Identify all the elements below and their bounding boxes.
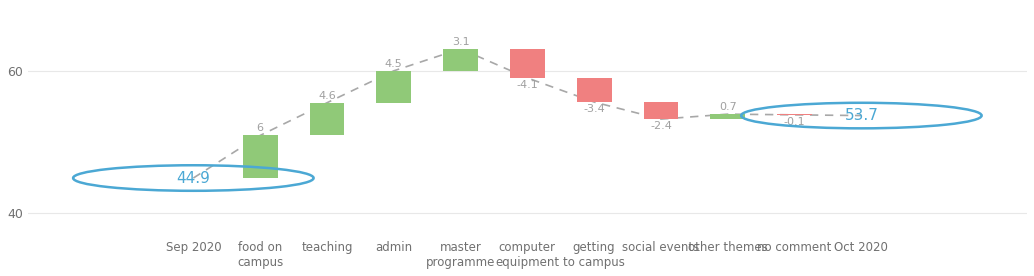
Text: 4.5: 4.5 [385,59,402,69]
Bar [510,49,545,78]
Text: 3.1: 3.1 [452,37,469,47]
Text: 53.7: 53.7 [845,108,878,123]
Bar [444,49,478,71]
Text: 44.9: 44.9 [177,171,210,185]
Text: -4.1: -4.1 [517,80,539,90]
Bar [309,103,344,136]
Text: 4.6: 4.6 [318,91,336,101]
Text: -2.4: -2.4 [650,121,672,131]
Bar [710,114,746,119]
Text: 0.7: 0.7 [719,102,736,112]
Text: -3.4: -3.4 [583,104,605,114]
Bar [643,102,678,119]
Bar [376,71,412,103]
Text: 6: 6 [256,123,264,133]
Bar [778,114,812,115]
Bar [243,136,277,178]
Bar [577,78,611,102]
Text: -0.1: -0.1 [784,117,805,127]
